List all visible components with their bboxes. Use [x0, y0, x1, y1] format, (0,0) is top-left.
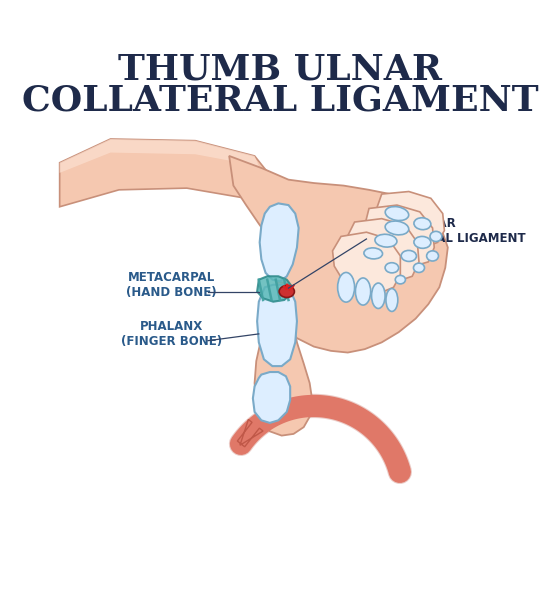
Polygon shape: [229, 156, 448, 353]
Ellipse shape: [356, 278, 371, 305]
Ellipse shape: [338, 272, 354, 302]
Ellipse shape: [371, 283, 385, 308]
Text: THUMB ULNAR: THUMB ULNAR: [118, 52, 442, 86]
Polygon shape: [257, 285, 297, 366]
Ellipse shape: [414, 236, 431, 248]
Polygon shape: [333, 232, 400, 293]
Ellipse shape: [414, 218, 431, 230]
Ellipse shape: [364, 248, 382, 259]
Ellipse shape: [385, 221, 409, 235]
Text: COLLATERAL LIGAMENT: COLLATERAL LIGAMENT: [22, 84, 538, 118]
Ellipse shape: [427, 251, 438, 261]
Ellipse shape: [279, 286, 295, 298]
Polygon shape: [365, 205, 434, 266]
Polygon shape: [376, 191, 445, 247]
Polygon shape: [60, 139, 272, 207]
FancyArrow shape: [237, 419, 263, 447]
Text: METACARPAL
(HAND BONE): METACARPAL (HAND BONE): [126, 271, 217, 299]
Ellipse shape: [386, 289, 398, 311]
Ellipse shape: [395, 275, 405, 284]
Text: TORN ULNAR
COLLATERAL LIGAMENT: TORN ULNAR COLLATERAL LIGAMENT: [369, 217, 526, 245]
Ellipse shape: [375, 234, 397, 247]
Polygon shape: [346, 218, 419, 281]
Ellipse shape: [385, 263, 399, 273]
Ellipse shape: [385, 206, 409, 221]
Polygon shape: [257, 276, 292, 302]
Polygon shape: [260, 203, 298, 281]
Polygon shape: [253, 372, 290, 423]
Polygon shape: [255, 281, 312, 436]
Text: PHALANX
(FINGER BONE): PHALANX (FINGER BONE): [121, 320, 222, 348]
Polygon shape: [60, 139, 259, 173]
Ellipse shape: [401, 250, 417, 262]
Ellipse shape: [413, 263, 424, 272]
Ellipse shape: [430, 232, 442, 242]
